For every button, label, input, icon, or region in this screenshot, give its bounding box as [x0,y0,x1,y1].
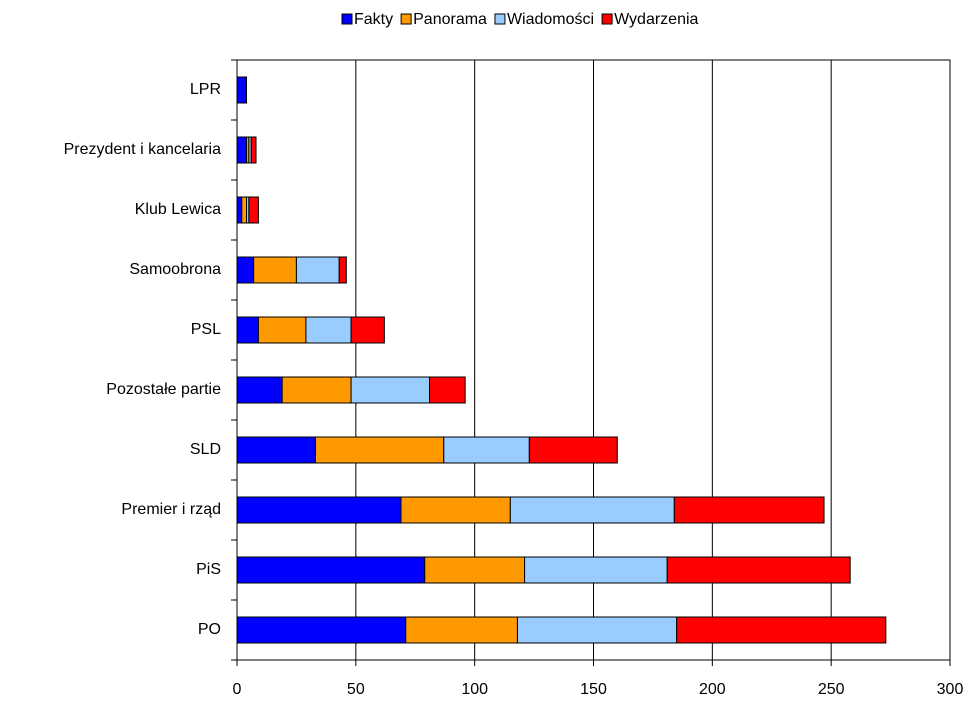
y-tick-label: PSL [191,321,221,338]
bar-segment [528,436,618,464]
legend-swatch [400,13,412,25]
y-tick-label: PiS [196,561,221,578]
bar-segment [236,556,426,584]
bar-segment [236,136,248,164]
bar-segment [400,496,511,524]
bar-segment [236,496,402,524]
bar-segment [338,256,347,284]
bar-segment [524,556,668,584]
bar-segment [236,316,259,344]
y-tick-label: LPR [190,81,221,98]
y-tick-label: Prezydent i kancelaria [64,141,222,158]
y-tick-label: Klub Lewica [135,201,221,218]
bar-segment [236,376,283,404]
bar-segment [236,256,255,284]
bar-segment [257,316,307,344]
bar-segment [350,376,431,404]
bar-segment [236,436,316,464]
bar-segment [295,256,340,284]
bar-segment [509,496,675,524]
legend-label: Panorama [413,11,487,28]
y-tick-label: PO [198,621,221,638]
legend-label: Fakty [354,11,393,28]
bar-segment [281,376,352,404]
plot-border [236,59,951,661]
bar-segment [424,556,526,584]
y-tick-label: Pozostałe partie [106,381,221,398]
x-tick-label: 0 [233,681,242,698]
bar-segment [305,316,352,344]
y-tick-label: SLD [190,441,221,458]
x-tick-label: 50 [347,681,365,698]
y-tick-label: Premier i rząd [121,501,221,518]
legend-swatch [601,13,613,25]
x-tick-label: 100 [461,681,488,698]
bar-segment [253,256,297,284]
bar-segment [676,616,887,644]
bar-segment [241,196,248,224]
bar-segment [666,556,851,584]
bar-segment [236,196,243,224]
x-tick-label: 150 [580,681,607,698]
bar-segment [405,616,518,644]
legend-swatch [494,13,506,25]
legend-label: Wiadomości [507,11,594,28]
bar-segment [443,436,530,464]
x-tick-label: 250 [818,681,845,698]
x-tick-label: 300 [937,681,964,698]
bar-segment [314,436,445,464]
bar-segment [429,376,466,404]
y-tick-label: Samoobrona [129,261,221,278]
legend-label: Wydarzenia [614,11,698,28]
bar-segment [236,616,407,644]
bar-segment [248,196,259,224]
legend-swatch [341,13,353,25]
bar-segment [516,616,678,644]
bar-segment [350,316,385,344]
bar-segment [250,136,257,164]
bar-segment [673,496,825,524]
bar-segment [236,76,248,104]
x-tick-label: 200 [699,681,726,698]
